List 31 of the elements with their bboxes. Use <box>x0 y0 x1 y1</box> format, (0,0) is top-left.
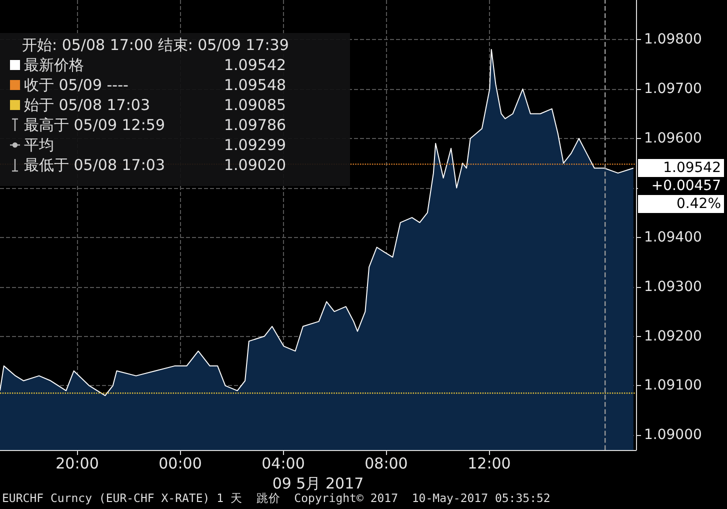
y-tick-label: 1.09800 <box>644 32 702 48</box>
annotation: 最高于 05/09 12:59 <box>24 115 166 135</box>
y-tick-label: 1.09600 <box>644 130 702 146</box>
x-tick-label: 08:00 <box>364 454 408 472</box>
annotation: 1.09299 <box>224 135 286 155</box>
annotation: 最低于 05/08 17:03 <box>24 155 166 175</box>
y-tick-label: 1.09000 <box>644 427 702 444</box>
annotation: 最新价格 <box>24 55 85 75</box>
annotation: 1.09542 <box>224 55 286 75</box>
y-tick-label: 1.09100 <box>644 378 702 394</box>
annotation: 1.09786 <box>224 115 286 135</box>
y-tick-label: 1.09400 <box>644 229 702 246</box>
y-tick-label: 1.09300 <box>644 278 702 295</box>
annotation: 1.09020 <box>224 155 286 175</box>
text: 1.09542 <box>638 159 724 178</box>
annotation: 平均 <box>24 135 55 155</box>
text: EURCHF Curncy (EUR-CHF X-RATE) 1 天 跳价 Copyright© 2017 10-May-2017 05:35:52 <box>2 491 550 506</box>
y-tick-label: 1.09700 <box>644 81 702 98</box>
annotation: 开始: 05/08 17:00 结束: 05/09 17:39 <box>21 35 290 55</box>
annotation: 始于 05/08 17:03 <box>24 95 151 115</box>
annotation: 1.09548 <box>224 75 286 95</box>
text: +0.00457 <box>638 177 724 196</box>
x-tick-label: 04:00 <box>262 454 305 472</box>
annotation: 1.09085 <box>224 95 286 115</box>
annotation: 收于 05/09 ---- <box>24 75 130 95</box>
x-tick-label: 00:00 <box>158 454 202 472</box>
x-axis-title: 09 5月 2017 <box>272 474 364 492</box>
y-tick-label: 1.09200 <box>644 328 702 344</box>
x-tick-label: 12:00 <box>468 454 511 472</box>
x-tick-label: 20:00 <box>56 454 99 472</box>
text: 0.42% <box>638 195 724 214</box>
